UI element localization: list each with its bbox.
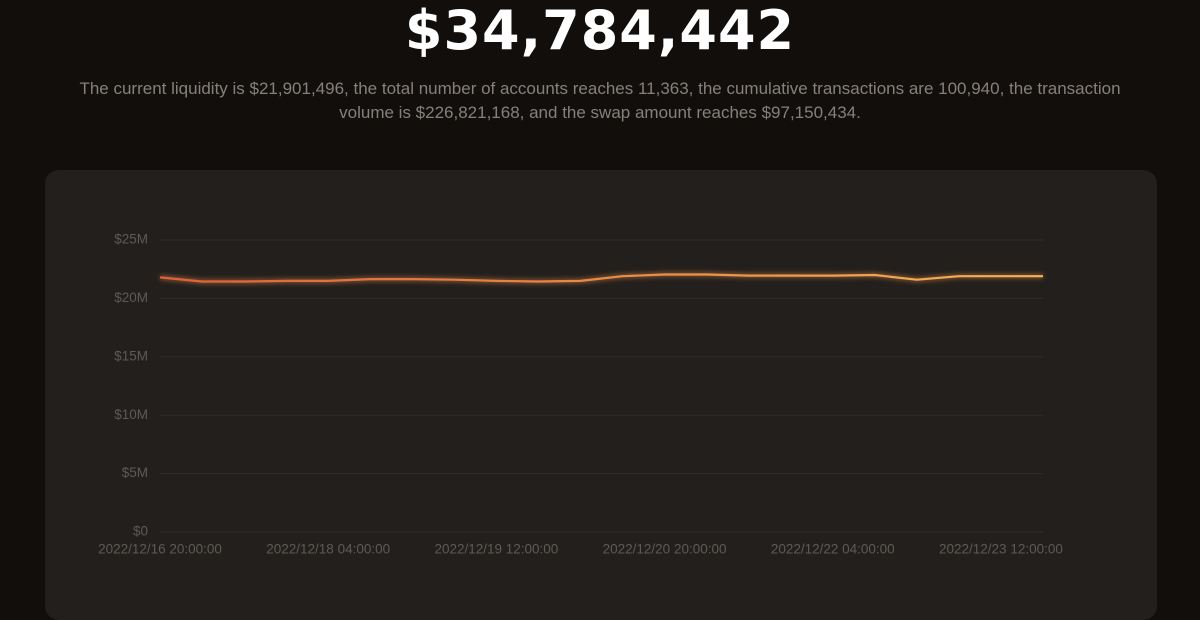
page: {"header": {"amount": "$34,784,442", "de… (45, 0, 1157, 620)
x-tick-label: 2022/12/16 20:00:00 (98, 542, 222, 557)
chart: $0 $5M $10M $15M $20M $25M 2022/12/16 20:00:00… (98, 232, 1063, 557)
x-tick-label: 2022/12/19 12:00:00 (434, 542, 558, 557)
y-tick-label: $20M (114, 290, 148, 305)
chart-card (45, 170, 1157, 620)
y-tick-label: $5M (122, 465, 148, 480)
y-tick-label: $15M (114, 348, 148, 363)
line (159, 273, 1043, 283)
y-tick-label: $25M (114, 232, 148, 247)
y-tick-label: $10M (114, 407, 148, 422)
x-tick-label: 2022/12/22 04:00:00 (771, 542, 895, 557)
x-tick-label: 2022/12/20 20:00:00 (603, 542, 727, 557)
x-tick-label: 2022/12/18 04:00:00 (266, 542, 390, 557)
y-tick-label: $0 (133, 524, 148, 539)
x-tick-label: 2022/12/23 12:00:00 (939, 542, 1063, 557)
total-amount: $34,784,442 (404, 0, 796, 62)
summary-text: The current liquidity is $21,901,496, th… (79, 79, 1121, 122)
